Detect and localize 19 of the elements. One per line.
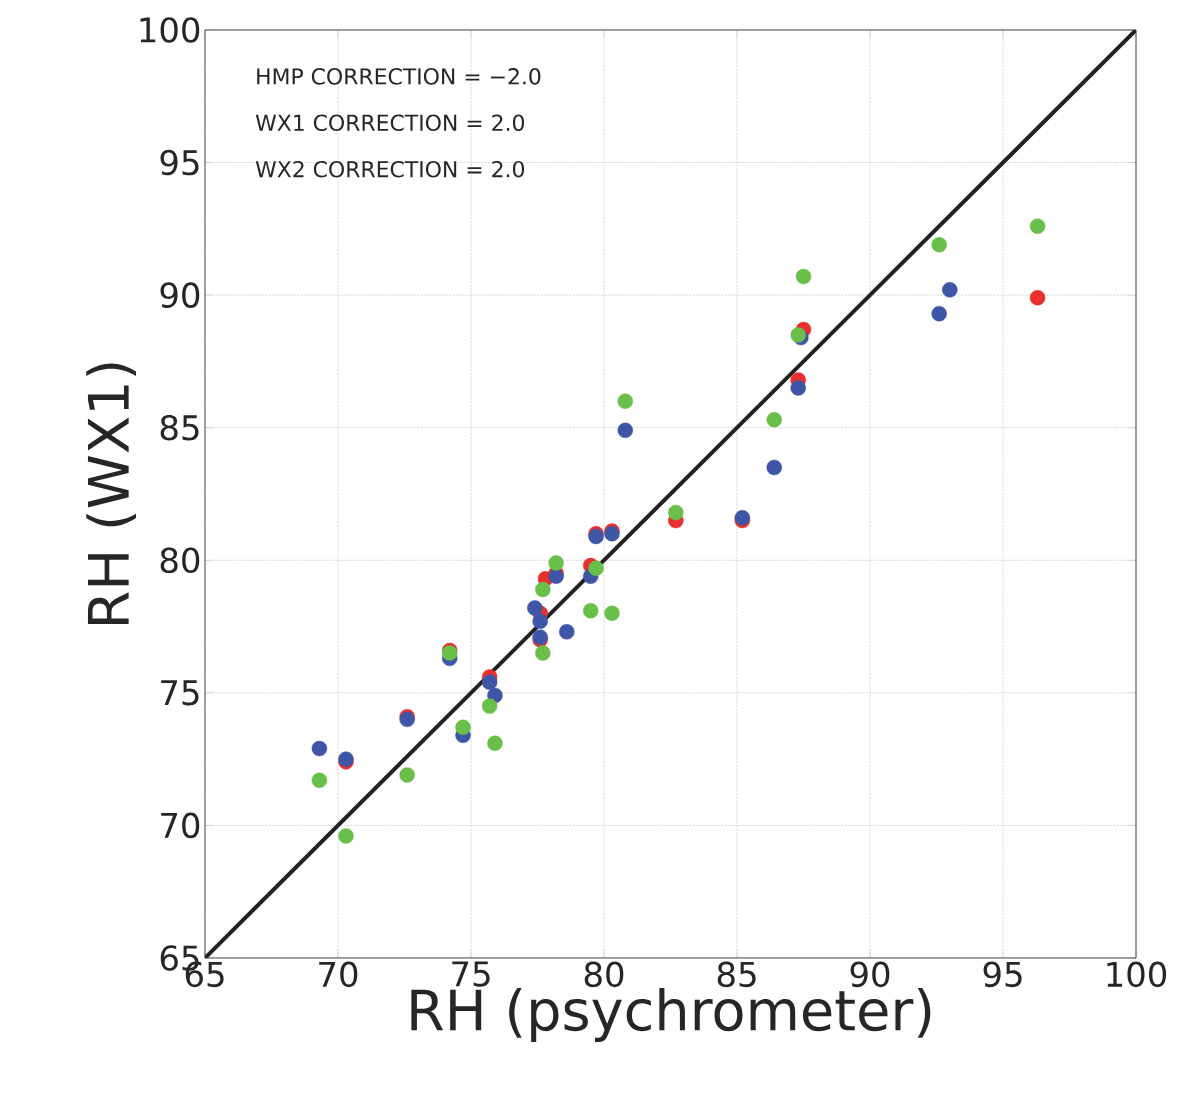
x-tick-label: 85	[717, 961, 756, 988]
annotation: HMP CORRECTION = −2.0	[257, 68, 541, 85]
x-tick-label: 100	[1107, 961, 1167, 988]
y-tick-label: 75	[161, 680, 199, 706]
y-tick-label: 100	[140, 17, 200, 43]
x-tick-label: 80	[584, 961, 624, 988]
y-tick-label: 80	[160, 547, 200, 574]
x-tick-label: 70	[319, 961, 358, 988]
y-tick-label: 70	[161, 812, 200, 839]
y-axis-title: RH (WX1)	[86, 363, 136, 624]
annotation: WX1 CORRECTION = 2.0	[255, 114, 525, 132]
x-axis-title: RH (psychrometer)	[411, 987, 931, 1042]
x-tick-label: 90	[850, 961, 890, 988]
x-tick-label: 75	[452, 961, 490, 987]
y-tick-label: 95	[160, 149, 199, 176]
y-tick-label: 90	[160, 282, 200, 308]
x-tick-label: 95	[983, 961, 1022, 988]
y-tick-label: 85	[160, 414, 199, 441]
annotation: WX2 CORRECTION = 2.0	[255, 160, 525, 178]
